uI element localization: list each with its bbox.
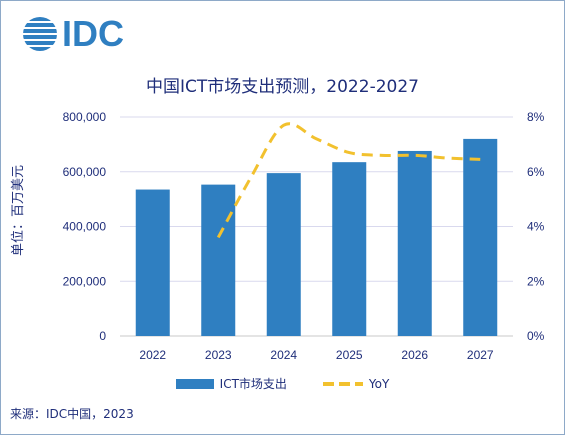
legend-label-bar: ICT市场支出 — [219, 377, 287, 391]
tick-labels: 0 0% 200,000 2% 400,000 4% 600,000 6% 800,000 8% 2… — [63, 110, 545, 362]
bar — [135, 189, 170, 336]
legend-swatch-bar — [175, 378, 214, 389]
legend-swatch-line — [322, 381, 363, 386]
x-tick-label: 2023 — [205, 348, 232, 362]
bar — [201, 184, 236, 336]
idc-logo: IDC — [22, 14, 124, 54]
bar — [463, 138, 498, 336]
legend: ICT市场支出 YoY — [0, 375, 565, 392]
y-tick-right: 6% — [527, 165, 545, 179]
y-tick-left: 400,000 — [63, 220, 107, 234]
y-tick-right: 0% — [527, 329, 545, 343]
yoy-line-layer — [216, 122, 481, 239]
bar — [397, 150, 432, 336]
yoy-line — [216, 122, 481, 239]
legend-item-bar: ICT市场支出 — [175, 375, 287, 392]
bars — [135, 138, 498, 336]
y-tick-right: 8% — [527, 110, 545, 124]
x-tick-label: 2027 — [467, 348, 494, 362]
y-tick-right: 4% — [527, 220, 545, 234]
legend-item-line: YoY — [322, 376, 390, 391]
grid-lines — [120, 116, 513, 337]
y-tick-left: 0 — [99, 329, 106, 343]
y-tick-left: 800,000 — [63, 110, 107, 124]
source-note: 来源：IDC中国，2023 — [10, 407, 134, 421]
x-tick-label: 2024 — [270, 348, 297, 362]
bar — [332, 162, 367, 336]
x-tick-label: 2022 — [139, 348, 166, 362]
chart-title: 中国ICT市场支出预测，2022-2027 — [146, 77, 419, 97]
x-tick-label: 2026 — [401, 348, 428, 362]
globe-icon — [23, 17, 57, 51]
legend-label-line: YoY — [368, 376, 390, 391]
y-tick-right: 2% — [527, 274, 545, 288]
x-tick-label: 2025 — [336, 348, 363, 362]
bar — [266, 173, 301, 336]
logo-text: IDC — [62, 13, 124, 54]
y-tick-left: 200,000 — [63, 274, 107, 288]
y-tick-left: 600,000 — [63, 165, 107, 179]
